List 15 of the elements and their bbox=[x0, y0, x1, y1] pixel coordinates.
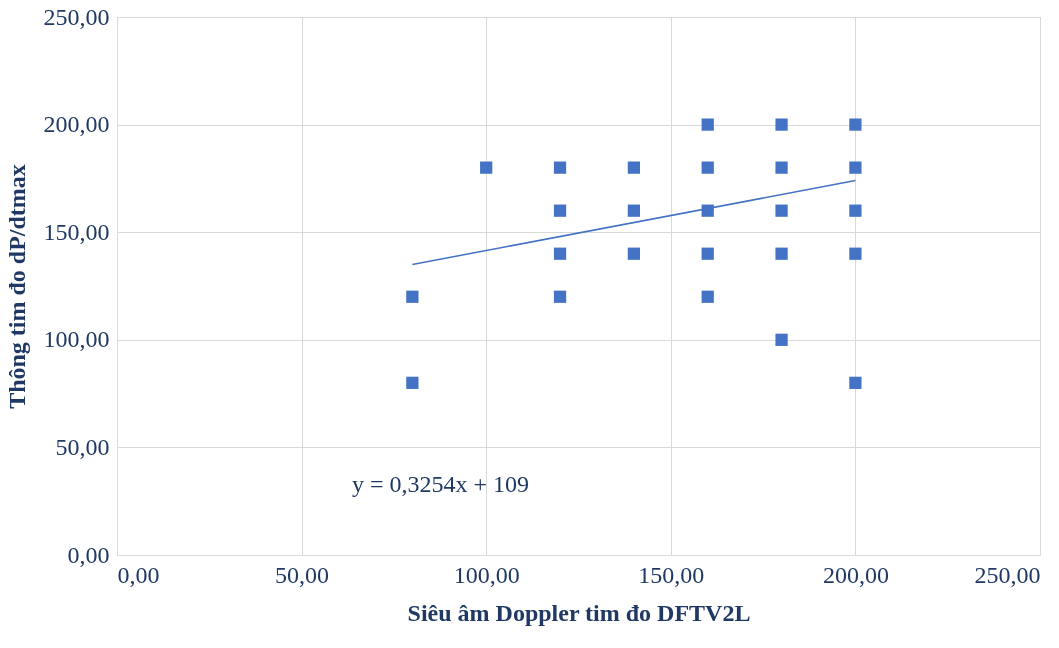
x-tick-label: 200,00 bbox=[822, 561, 889, 588]
x-tick-label: 150,00 bbox=[638, 561, 705, 588]
y-tick-label: 50,00 bbox=[55, 433, 110, 460]
x-tick-label: 50,00 bbox=[275, 561, 330, 588]
y-tick-label: 100,00 bbox=[43, 326, 110, 353]
y-tick-label: 150,00 bbox=[43, 218, 110, 245]
y-tick-label: 0,00 bbox=[67, 541, 110, 568]
x-tick-label: 250,00 bbox=[974, 561, 1041, 588]
y-tick-label: 250,00 bbox=[43, 3, 110, 30]
y-axis-title: Thông tim đo dP/dtmax bbox=[3, 164, 30, 409]
x-tick-label: 0,00 bbox=[117, 561, 160, 588]
x-axis-title: Siêu âm Doppler tim đo DFTV2L bbox=[407, 599, 751, 626]
annotation: y = 0,3254x + 109 bbox=[352, 471, 530, 497]
y-tick-label: 200,00 bbox=[43, 111, 110, 138]
x-tick-label: 100,00 bbox=[453, 561, 520, 588]
